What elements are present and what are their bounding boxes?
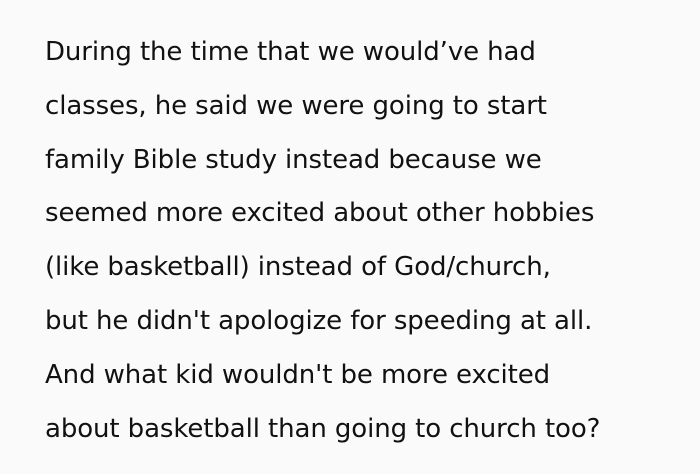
text-line: During the time that we would’ve had: [45, 37, 536, 67]
text-line: classes, he said we were going to start: [45, 90, 547, 121]
text-line: And what kid wouldn't be more excited: [45, 359, 551, 390]
text-line: family Bible study instead because we: [45, 144, 542, 175]
text-line: seemed more excited about other hobbies: [45, 198, 595, 229]
text-line: but he didn't apologize for speeding at …: [45, 305, 593, 336]
text-line: (like basketball) instead of God/church,: [45, 252, 551, 283]
story-paragraph: During the time that we would’ve had cla…: [45, 26, 600, 456]
text-line: about basketball than going to church to…: [45, 413, 601, 444]
